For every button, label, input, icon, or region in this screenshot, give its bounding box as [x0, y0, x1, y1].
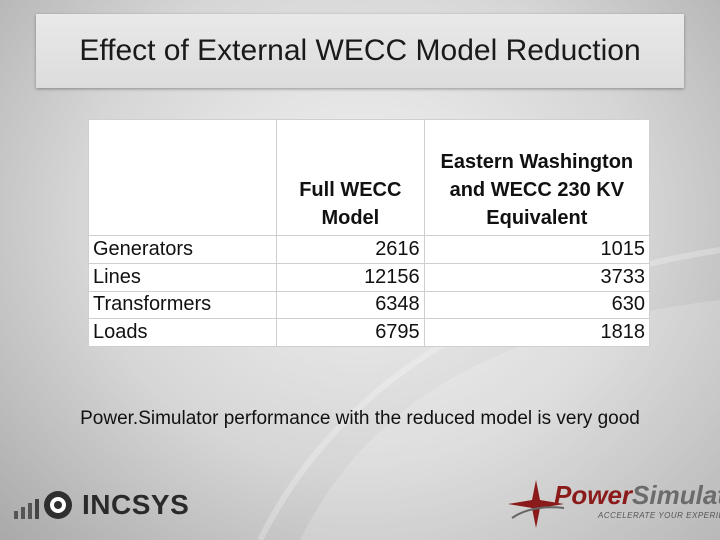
incsys-wordmark: INCSYS [82, 489, 190, 520]
powersimulator-power-text: Power [554, 480, 633, 510]
comparison-table-container: Full WECC Model Eastern Washington and W… [88, 119, 651, 347]
row-label: Generators [88, 235, 277, 264]
table-header-row: Full WECC Model Eastern Washington and W… [88, 119, 651, 236]
equivalent-value: 3733 [423, 262, 651, 292]
signal-bars-icon [14, 491, 72, 519]
row-label: Transformers [88, 290, 277, 320]
equivalent-value: 1015 [423, 235, 651, 264]
powersimulator-simulator-text: Simulator [632, 480, 720, 510]
title-banner: Effect of External WECC Model Reduction [36, 14, 684, 88]
full-model-value: 6795 [275, 318, 425, 347]
row-label: Loads [88, 318, 277, 347]
equivalent-value: 1818 [423, 318, 651, 347]
header-cell-blank [88, 119, 277, 236]
table-row: Loads 6795 1818 [88, 318, 651, 347]
full-model-value: 12156 [275, 262, 425, 292]
powersimulator-logo: PowerSimulator ACCELERATE YOUR EXPERIENC… [506, 478, 720, 530]
slide-caption: Power.Simulator performance with the red… [80, 408, 640, 429]
header-cell-full-wecc: Full WECC Model [275, 119, 425, 236]
comparison-table: Full WECC Model Eastern Washington and W… [88, 119, 651, 347]
table-row: Lines 12156 3733 [88, 262, 651, 292]
star-swoosh-icon [508, 480, 565, 528]
row-label: Lines [88, 262, 277, 292]
full-model-value: 6348 [275, 290, 425, 320]
full-model-value: 2616 [275, 235, 425, 264]
table-row: Generators 2616 1015 [88, 235, 651, 264]
table-row: Transformers 6348 630 [88, 290, 651, 320]
powersimulator-wordmark: PowerSimulator [554, 480, 720, 511]
equivalent-value: 630 [423, 290, 651, 320]
header-cell-equivalent: Eastern Washington and WECC 230 KV Equiv… [423, 119, 651, 236]
powersimulator-tagline: ACCELERATE YOUR EXPERIENCE [598, 511, 720, 520]
incsys-logo: INCSYS [12, 485, 189, 525]
slide-title: Effect of External WECC Model Reduction [79, 34, 641, 67]
